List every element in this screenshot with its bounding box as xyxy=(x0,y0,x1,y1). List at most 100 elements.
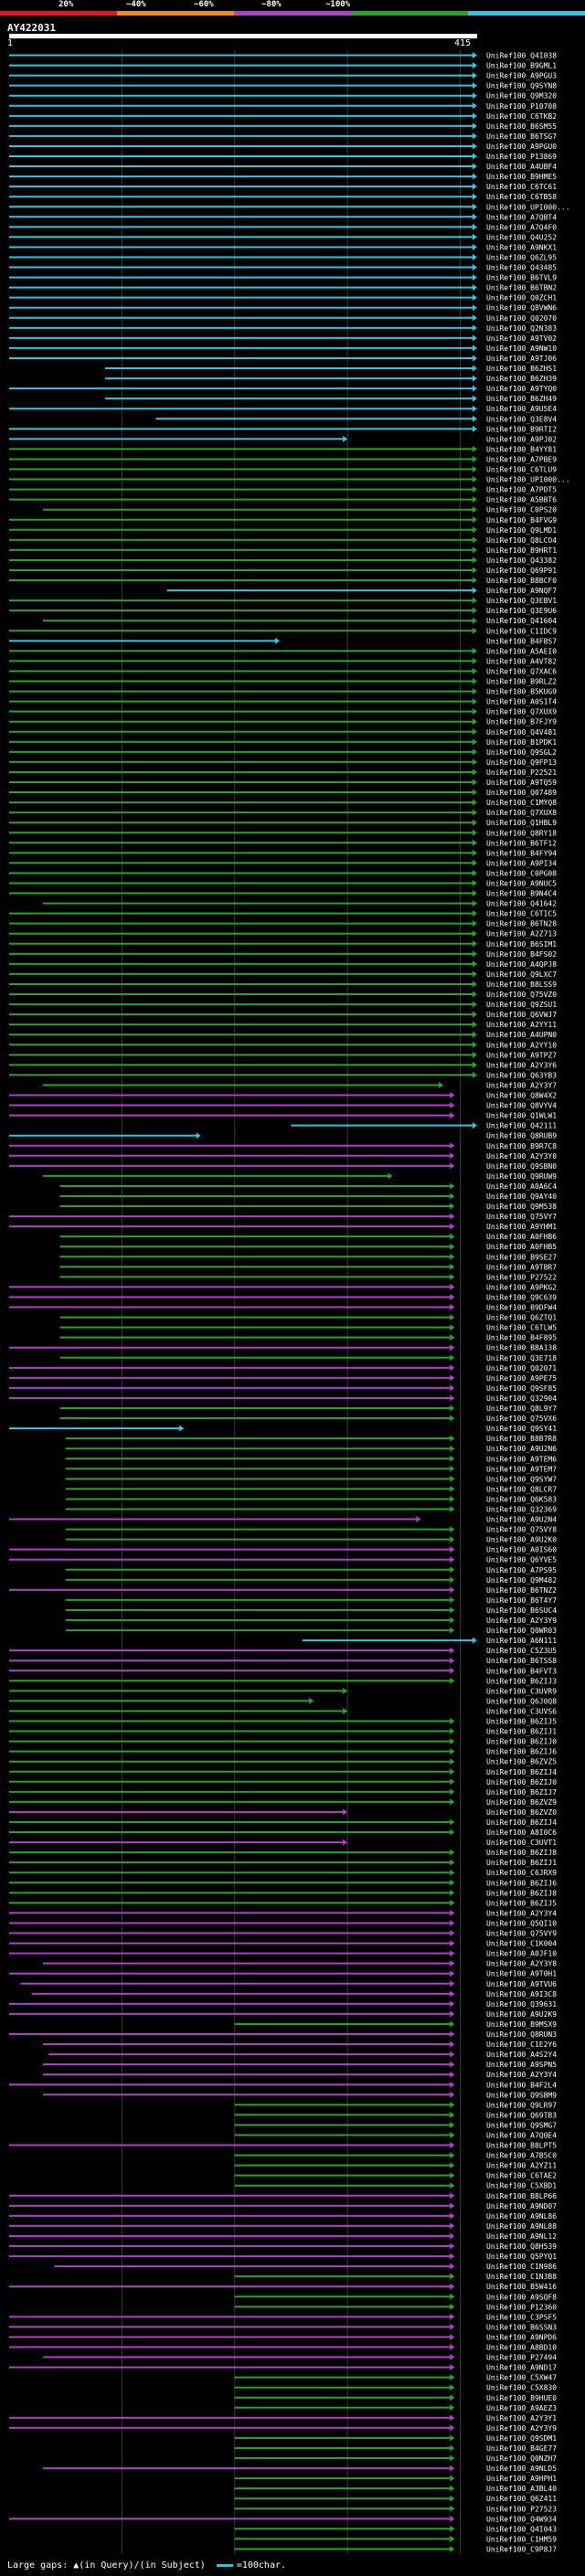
hit-label[interactable]: UniRef100_Q4W934 xyxy=(486,2515,557,2523)
hit-label[interactable]: UniRef100_C5XBD1 xyxy=(486,2182,557,2190)
hit-label[interactable]: UniRef100_C0PG08 xyxy=(486,869,557,877)
hit-label[interactable]: UniRef100_Q75VX6 xyxy=(486,1415,557,1423)
hit-label[interactable]: UniRef100_Q9SDM1 xyxy=(486,2434,557,2443)
hit-label[interactable]: UniRef100_Q8LCR7 xyxy=(486,1485,557,1493)
hit-label[interactable]: UniRef100_B6ZIJ7 xyxy=(486,1788,557,1797)
hit-label[interactable]: UniRef100_B6ZHS1 xyxy=(486,365,557,373)
hit-label[interactable]: UniRef100_P10708 xyxy=(486,102,557,111)
hit-label[interactable]: UniRef100_B6TVL9 xyxy=(486,274,557,282)
hit-label[interactable]: UniRef100_A9PGU3 xyxy=(486,72,557,80)
hit-label[interactable]: UniRef100_B6ZIJ0 xyxy=(486,1738,557,1746)
hit-label[interactable]: UniRef100_B6TBN2 xyxy=(486,284,557,292)
hit-label[interactable]: UniRef100_Q8W4X2 xyxy=(486,1092,557,1100)
hit-label[interactable]: UniRef100_Q0NZH7 xyxy=(486,2454,557,2463)
hit-label[interactable]: UniRef100_Q75VY8 xyxy=(486,1526,557,1534)
hit-label[interactable]: UniRef100_Q8VWN6 xyxy=(486,304,557,313)
hit-label[interactable]: UniRef100_Q8L9Y7 xyxy=(486,1405,557,1413)
hit-label[interactable]: UniRef100_A9PGU0 xyxy=(486,143,557,151)
hit-label[interactable]: UniRef100_Q5PYQ1 xyxy=(486,2253,557,2261)
hit-label[interactable]: UniRef100_A2YY10 xyxy=(486,1041,557,1049)
hit-label[interactable]: UniRef100_B6ZIJ3 xyxy=(486,1677,557,1685)
hit-label[interactable]: UniRef100_Q6ZL95 xyxy=(486,253,557,261)
hit-label[interactable]: UniRef100_A9TEM6 xyxy=(486,1455,557,1463)
hit-label[interactable]: UniRef100_B4FVG9 xyxy=(486,516,557,525)
hit-label[interactable]: UniRef100_C1HM59 xyxy=(486,2535,557,2543)
hit-label[interactable]: UniRef100_C6TIC5 xyxy=(486,910,557,918)
hit-label[interactable]: UniRef100_Q8RY18 xyxy=(486,829,557,837)
hit-label[interactable]: UniRef100_Q32369 xyxy=(486,1505,557,1513)
hit-label[interactable]: UniRef100_Q02070 xyxy=(486,314,557,323)
hit-label[interactable]: UniRef100_P27494 xyxy=(486,2354,557,2362)
hit-label[interactable]: UniRef100_C6TLW5 xyxy=(486,1324,557,1332)
hit-label[interactable]: UniRef100_A9AEZ3 xyxy=(486,2404,557,2412)
hit-label[interactable]: UniRef100_B6ZIJ1 xyxy=(486,1859,557,1867)
hit-label[interactable]: UniRef100_C6TC61 xyxy=(486,183,557,191)
hit-label[interactable]: UniRef100_Q32904 xyxy=(486,1394,557,1403)
hit-label[interactable]: UniRef100_B9HRT1 xyxy=(486,546,557,555)
hit-label[interactable]: UniRef100_C3UVT1 xyxy=(486,1839,557,1847)
hit-label[interactable]: UniRef100_A9PE75 xyxy=(486,1374,557,1383)
hit-label[interactable]: UniRef100_A9YHM1 xyxy=(486,1223,557,1231)
hit-label[interactable]: UniRef100_B6ZIJ1 xyxy=(486,1728,557,1736)
hit-label[interactable]: UniRef100_C3UVR9 xyxy=(486,1687,557,1695)
hit-label[interactable]: UniRef100_A7PS95 xyxy=(486,1566,557,1574)
hit-label[interactable]: UniRef100_B4FVT3 xyxy=(486,1667,557,1675)
hit-label[interactable]: UniRef100_A7PDT5 xyxy=(486,486,557,494)
hit-label[interactable]: UniRef100_Q9RUW9 xyxy=(486,1172,557,1181)
hit-label[interactable]: UniRef100_B6TSS8 xyxy=(486,1657,557,1665)
hit-label[interactable]: UniRef100_A9TV02 xyxy=(486,334,557,343)
hit-label[interactable]: UniRef100_B9GML1 xyxy=(486,62,557,70)
hit-label[interactable]: UniRef100_B4F895 xyxy=(486,1334,557,1342)
hit-label[interactable]: UniRef100_A9NPD6 xyxy=(486,2333,557,2341)
hit-label[interactable]: UniRef100_B4FBS7 xyxy=(486,637,557,645)
hit-label[interactable]: UniRef100_Q9M538 xyxy=(486,1203,557,1211)
hit-label[interactable]: UniRef100_A0A6C4 xyxy=(486,1182,557,1191)
hit-label[interactable]: UniRef100_C1N986 xyxy=(486,2263,557,2271)
hit-label[interactable]: UniRef100_A2Y3Y8 xyxy=(486,1960,557,1968)
hit-label[interactable]: UniRef100_B8A138 xyxy=(486,1344,557,1352)
hit-label[interactable]: UniRef100_A9NW10 xyxy=(486,345,557,353)
hit-label[interactable]: UniRef100_Q9SY41 xyxy=(486,1425,557,1433)
hit-label[interactable]: UniRef100_Q02071 xyxy=(486,1364,557,1373)
hit-label[interactable]: UniRef100_B6SSN3 xyxy=(486,2323,557,2331)
hit-label[interactable]: UniRef100_C6JRX9 xyxy=(486,1869,557,1877)
hit-label[interactable]: UniRef100_B4FS02 xyxy=(486,950,557,959)
hit-label[interactable]: UniRef100_A7Q0E4 xyxy=(486,2131,557,2139)
hit-label[interactable]: UniRef100_B9N4C4 xyxy=(486,890,557,898)
hit-label[interactable]: UniRef100_B7FJY9 xyxy=(486,718,557,726)
hit-label[interactable]: UniRef100_Q9LXC7 xyxy=(486,970,557,979)
hit-label[interactable]: UniRef100_Q69TB3 xyxy=(486,2111,557,2119)
hit-label[interactable]: UniRef100_Q3E8V4 xyxy=(486,415,557,423)
hit-label[interactable]: UniRef100_Q8RUN3 xyxy=(486,2030,557,2039)
hit-label[interactable]: UniRef100_A4S2Y4 xyxy=(486,2051,557,2059)
hit-label[interactable]: UniRef100_Q9SMG7 xyxy=(486,2121,557,2129)
hit-label[interactable]: UniRef100_A9PI34 xyxy=(486,859,557,867)
hit-label[interactable]: UniRef100_B6TF12 xyxy=(486,839,557,847)
hit-label[interactable]: UniRef100_B6ZIJ8 xyxy=(486,1849,557,1857)
hit-label[interactable]: UniRef100_B6SIM1 xyxy=(486,940,557,949)
hit-label[interactable]: UniRef100_A8BD10 xyxy=(486,2344,557,2352)
hit-label[interactable]: UniRef100_B9RTI2 xyxy=(486,425,557,433)
hit-label[interactable]: UniRef100_B1PDK1 xyxy=(486,738,557,747)
hit-label[interactable]: UniRef100_A5AEI0 xyxy=(486,647,557,655)
hit-label[interactable]: UniRef100_Q9SBN0 xyxy=(486,1162,557,1171)
hit-label[interactable]: UniRef100_B8BCF0 xyxy=(486,577,557,585)
hit-label[interactable]: UniRef100_C1N3B8 xyxy=(486,2273,557,2281)
hit-label[interactable]: UniRef100_Q69P91 xyxy=(486,567,557,575)
hit-label[interactable]: UniRef100_UPI000... xyxy=(486,476,570,484)
hit-label[interactable]: UniRef100_B6T4Y7 xyxy=(486,1596,557,1605)
hit-label[interactable]: UniRef100_Q7XUX9 xyxy=(486,708,557,716)
hit-label[interactable]: UniRef100_B4YY81 xyxy=(486,445,557,453)
hit-label[interactable]: UniRef100_Q41642 xyxy=(486,900,557,908)
hit-label[interactable]: UniRef100_B6ZH49 xyxy=(486,395,557,403)
hit-label[interactable]: UniRef100_B9HME5 xyxy=(486,173,557,181)
hit-label[interactable]: UniRef100_C0PS20 xyxy=(486,506,557,514)
hit-label[interactable]: UniRef100_B6TN28 xyxy=(486,920,557,928)
hit-label[interactable]: UniRef100_P22521 xyxy=(486,769,557,777)
hit-label[interactable]: UniRef100_C1E2Y6 xyxy=(486,2041,557,2049)
hit-label[interactable]: UniRef100_P27522 xyxy=(486,1273,557,1281)
hit-label[interactable]: UniRef100_Q6J0Q8 xyxy=(486,1697,557,1705)
hit-label[interactable]: UniRef100_Q6VWJ7 xyxy=(486,1011,557,1019)
hit-label[interactable]: UniRef100_B6TNZ2 xyxy=(486,1586,557,1595)
hit-label[interactable]: UniRef100_A9ND17 xyxy=(486,2364,557,2372)
